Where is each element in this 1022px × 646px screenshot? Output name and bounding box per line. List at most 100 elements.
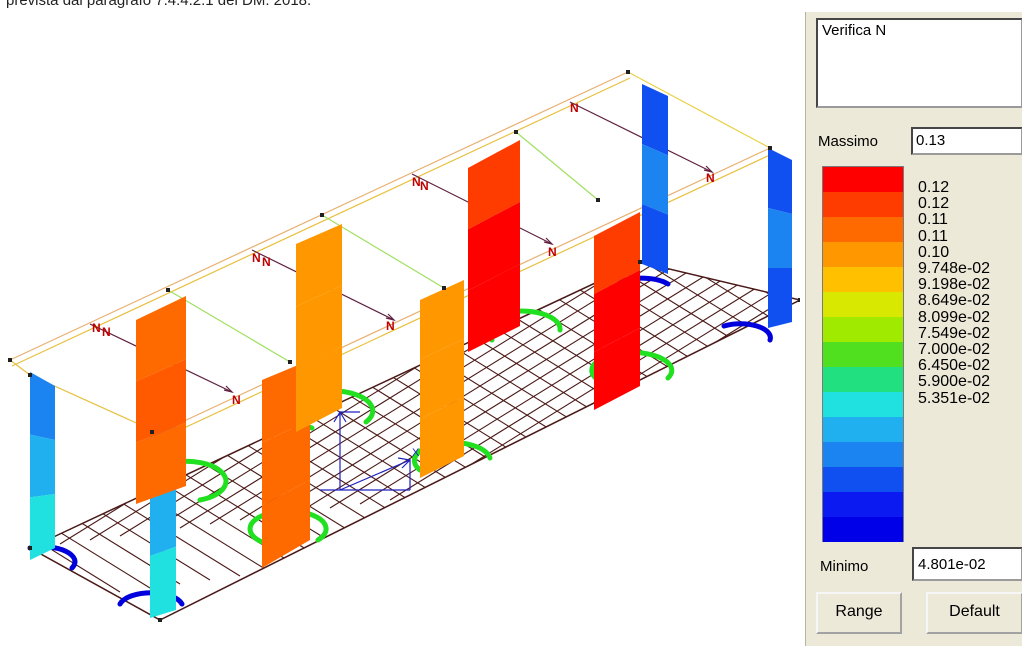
column-band	[768, 268, 792, 328]
node	[8, 358, 12, 362]
member-label: N	[252, 251, 261, 265]
legend-swatch	[823, 192, 903, 217]
result-panel: Verifica N Massimo 0.13 0.12 0.12 0.11 0.11…	[805, 12, 1022, 646]
legend-swatch	[823, 167, 903, 192]
min-label: Minimo	[820, 558, 869, 575]
legend-label: 0.10	[918, 243, 950, 261]
legend-swatch	[823, 367, 903, 392]
max-input[interactable]: 0.13	[911, 127, 1022, 155]
column-band	[262, 480, 310, 568]
node	[798, 298, 800, 302]
node	[28, 373, 32, 377]
column-front-4	[420, 280, 464, 478]
legend-swatch	[823, 292, 903, 317]
member-label: N	[232, 393, 241, 407]
column-band	[468, 140, 520, 230]
column-back-5	[642, 84, 668, 274]
legend-swatch	[823, 317, 903, 342]
column-band	[296, 285, 342, 370]
node	[150, 430, 154, 434]
node	[166, 288, 170, 292]
legend-swatch	[823, 217, 903, 242]
column-back-3	[296, 224, 342, 432]
column-band	[136, 359, 186, 443]
column-band	[136, 422, 186, 504]
member-label: N	[92, 321, 101, 335]
node	[28, 546, 32, 550]
range-button[interactable]: Range	[816, 592, 902, 634]
legend-label: 7.549e-02	[918, 324, 991, 342]
legend-labels: 0.12 0.12 0.11 0.11 0.10 9.748e-02 9.198e-02 8.…	[918, 179, 991, 407]
columns	[30, 84, 792, 618]
column-band	[420, 338, 464, 419]
legend-swatch	[823, 417, 903, 442]
column-band	[768, 148, 792, 214]
node	[638, 260, 642, 264]
column-band	[296, 346, 342, 432]
column-band	[420, 280, 464, 360]
member-labels: N N N N N N N N N N N	[92, 101, 715, 407]
legend-swatch	[823, 392, 903, 417]
column-band	[30, 434, 55, 498]
legend-label: 8.099e-02	[918, 308, 991, 326]
column-band	[594, 270, 640, 352]
page-caption: prevista dal paragrafo 7.4.4.2.1 del DM.…	[6, 0, 312, 9]
column-band	[642, 144, 668, 215]
column-band	[468, 264, 520, 352]
node	[596, 198, 600, 202]
legend-swatch	[823, 467, 903, 492]
legend-label: 8.649e-02	[918, 292, 991, 310]
axis-triad	[320, 410, 412, 491]
legend-label: 7.000e-02	[918, 341, 991, 359]
default-button[interactable]: Default	[926, 592, 1022, 634]
member-label: N	[706, 171, 715, 185]
legend-swatch	[823, 517, 903, 542]
node	[158, 618, 162, 622]
legend-label: 0.12	[918, 195, 950, 213]
column-band	[296, 224, 342, 307]
column-band	[642, 204, 668, 274]
legend-swatch	[823, 492, 903, 517]
legend-swatch	[823, 267, 903, 292]
column-band	[150, 546, 176, 618]
column-band	[262, 420, 310, 506]
legend-label: 0.11	[918, 211, 948, 229]
column-band	[768, 208, 792, 268]
legend-label: 6.450e-02	[918, 357, 991, 375]
legend-swatch	[823, 242, 903, 267]
member-label: N	[548, 245, 557, 259]
column-back-4	[468, 140, 520, 352]
member-label: N	[412, 175, 421, 189]
nodes	[8, 70, 800, 622]
column-front-5	[594, 212, 640, 410]
node	[442, 286, 446, 290]
node	[626, 70, 630, 74]
node	[768, 146, 772, 150]
result-title[interactable]: Verifica N	[816, 18, 1022, 108]
legend-label: 5.900e-02	[918, 373, 991, 391]
legend-swatch	[823, 442, 903, 467]
column-band	[642, 84, 668, 156]
member-label: N	[102, 325, 111, 339]
column-band	[594, 212, 640, 294]
legend-swatch	[823, 342, 903, 367]
column-band	[136, 296, 186, 382]
axis-label-x: X	[412, 447, 420, 459]
legend-label: 0.12	[918, 179, 950, 196]
column-band	[468, 202, 520, 291]
column-band	[150, 483, 176, 556]
member-label: N	[420, 179, 429, 193]
model-viewport[interactable]: Y X N N N N N N N N N N N	[0, 0, 800, 646]
color-legend	[822, 166, 904, 542]
min-input[interactable]: 4.801e-02	[912, 547, 1022, 581]
member-label: N	[570, 101, 579, 115]
column-band	[30, 494, 55, 560]
max-label: Massimo	[818, 133, 879, 150]
column-band	[420, 397, 464, 478]
column-band	[594, 328, 640, 410]
legend-label: 9.748e-02	[918, 260, 991, 278]
column-band	[30, 372, 55, 440]
node	[514, 130, 518, 134]
member-label: N	[386, 319, 395, 333]
column-front-left	[30, 372, 55, 560]
